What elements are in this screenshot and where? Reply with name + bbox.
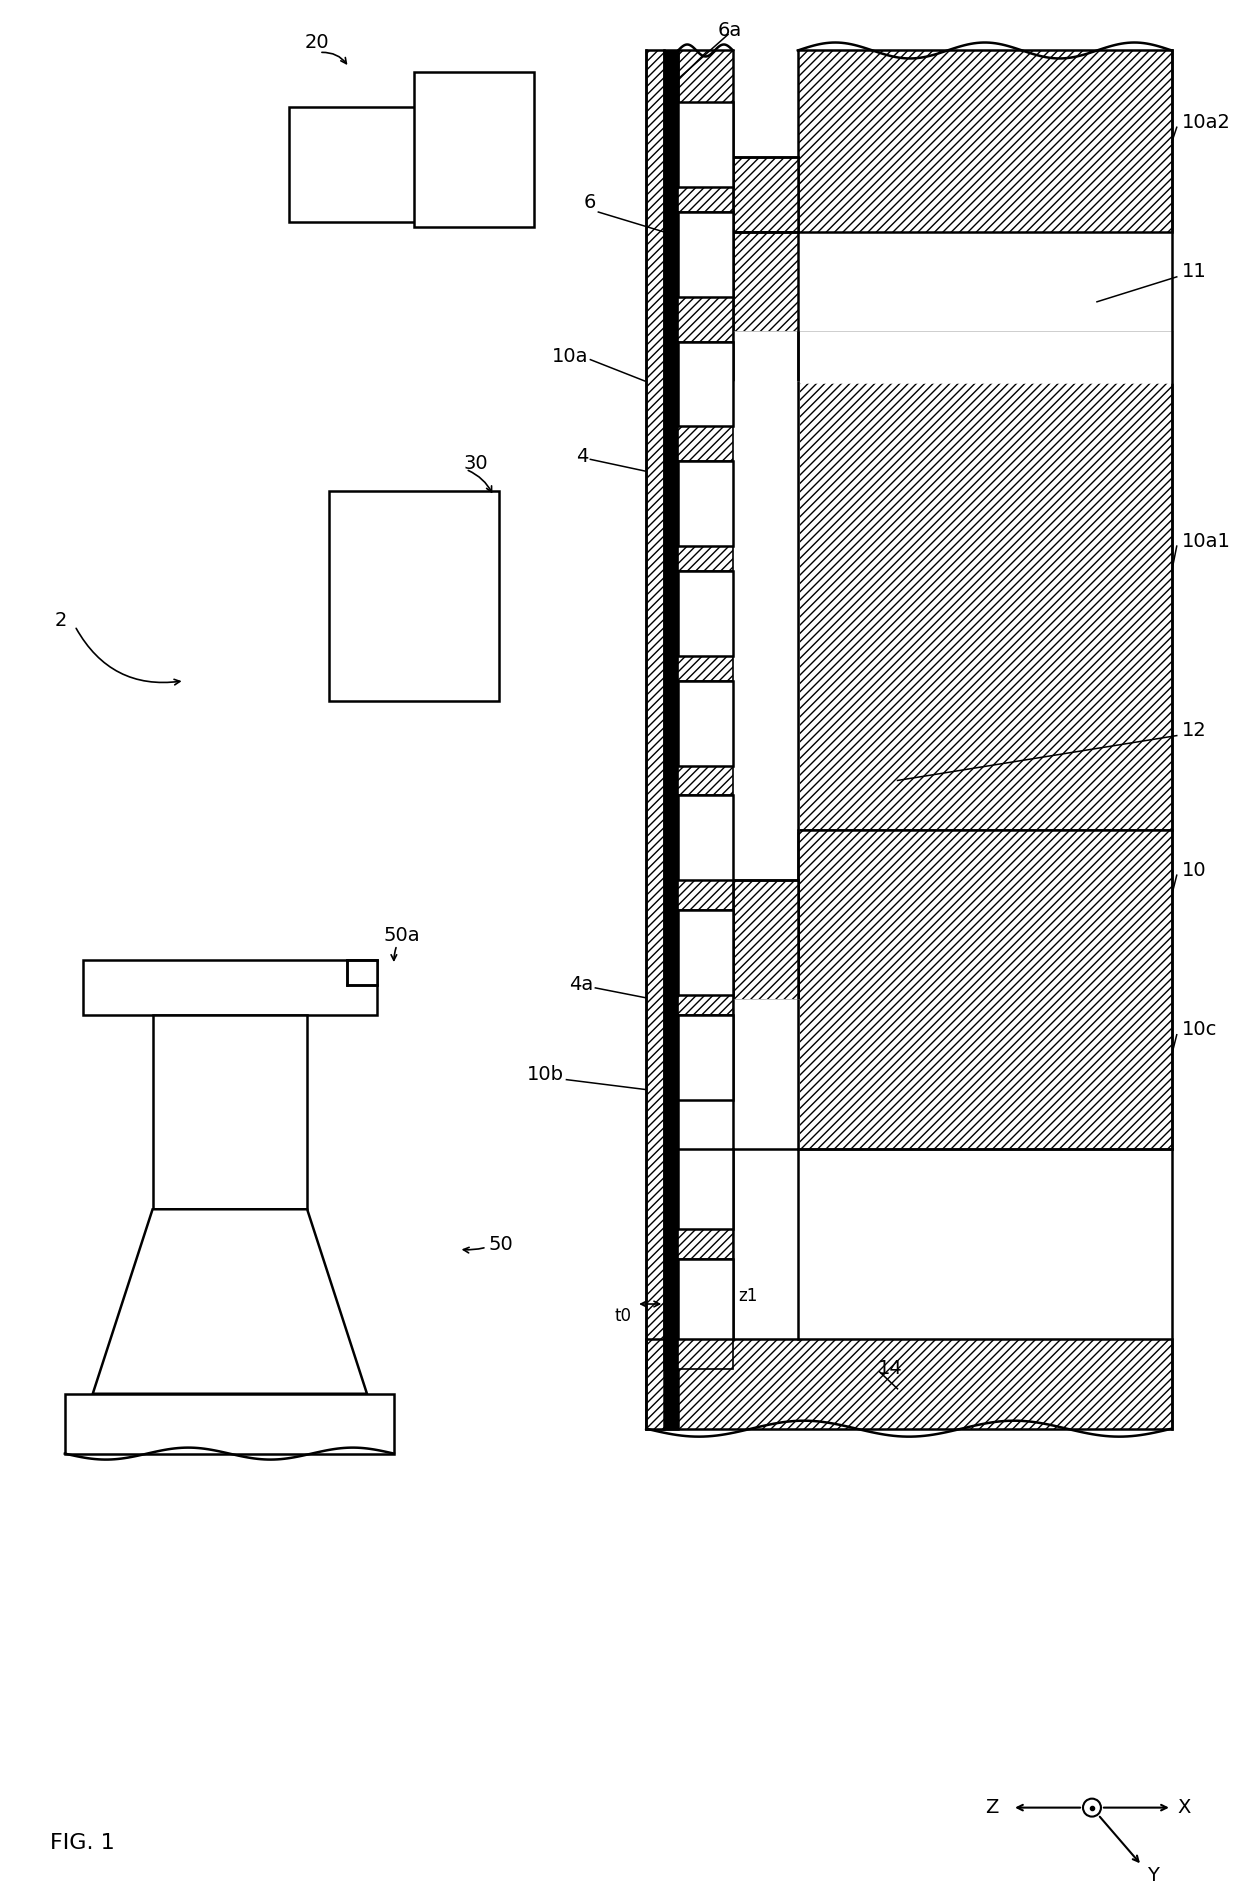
Bar (678, 1230, 733, 1258)
Text: 10a1: 10a1 (1182, 532, 1230, 551)
Bar (678, 51, 733, 157)
Bar (646, 51, 665, 1429)
Bar (678, 546, 733, 570)
Bar (733, 381, 797, 830)
Bar (678, 1258, 733, 1340)
Text: 10a: 10a (552, 347, 588, 366)
Bar (733, 157, 797, 231)
Text: 10c: 10c (1182, 1020, 1218, 1038)
Text: 11: 11 (1182, 262, 1207, 280)
Bar (678, 298, 733, 341)
Bar (678, 1340, 733, 1368)
Text: 30: 30 (464, 453, 489, 474)
Bar (797, 51, 1172, 231)
Bar (678, 796, 733, 879)
Bar (797, 332, 1172, 830)
Text: 6a: 6a (718, 21, 743, 40)
Text: Z: Z (986, 1798, 999, 1817)
Bar (289, 108, 444, 222)
Bar (733, 879, 797, 1001)
Text: 4: 4 (577, 447, 588, 466)
Bar (678, 1016, 733, 1099)
Text: 14: 14 (878, 1359, 903, 1378)
Bar (678, 570, 733, 656)
Text: t0: t0 (614, 1308, 631, 1325)
Bar (678, 188, 733, 212)
Bar (665, 51, 678, 1429)
Bar (678, 341, 733, 426)
Bar (678, 212, 733, 298)
Text: X: X (1178, 1798, 1192, 1817)
Bar (678, 910, 733, 995)
Bar (733, 231, 797, 332)
Bar (678, 1150, 733, 1230)
Bar (678, 460, 733, 546)
Text: FIG. 1: FIG. 1 (50, 1832, 114, 1853)
Bar (678, 680, 733, 766)
Bar (646, 1340, 1172, 1429)
Text: 12: 12 (1182, 722, 1207, 741)
Text: 20: 20 (304, 32, 329, 51)
Bar (414, 72, 533, 227)
Bar (733, 1001, 797, 1150)
Text: 6: 6 (584, 193, 596, 212)
Text: 10a2: 10a2 (1182, 114, 1230, 133)
Text: Y: Y (1147, 1867, 1158, 1886)
Bar (64, 1393, 394, 1453)
Text: z1: z1 (738, 1287, 758, 1306)
Bar (347, 961, 377, 985)
Bar (733, 332, 1172, 381)
Text: 10b: 10b (527, 1065, 563, 1084)
Text: 50: 50 (489, 1236, 513, 1254)
Bar (678, 656, 733, 680)
Text: 50a: 50a (384, 925, 420, 944)
Bar (678, 102, 733, 188)
Text: 2: 2 (55, 612, 67, 631)
Bar (329, 491, 498, 701)
Text: 4a: 4a (569, 976, 594, 995)
Bar (153, 1016, 308, 1209)
Bar (678, 879, 733, 910)
Text: 10: 10 (1182, 860, 1207, 879)
Polygon shape (93, 1209, 367, 1393)
Bar (83, 961, 377, 1016)
Bar (678, 995, 733, 1016)
Bar (678, 766, 733, 796)
Bar (797, 830, 1172, 1150)
Bar (678, 426, 733, 460)
